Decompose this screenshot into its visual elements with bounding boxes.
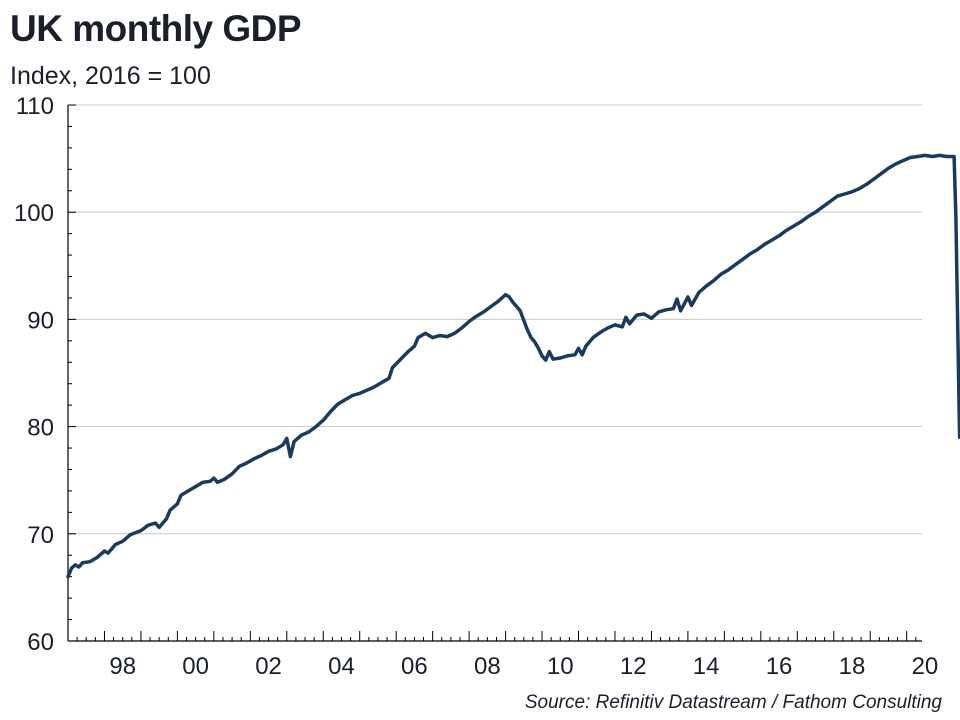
y-tick-label-110: 110	[16, 93, 54, 120]
y-tick-label-60: 60	[27, 629, 54, 656]
x-tick-label-18: 18	[839, 653, 866, 680]
x-tick-label-98: 98	[109, 653, 136, 680]
x-tick-label-04: 04	[328, 653, 355, 680]
x-tick-label-12: 12	[620, 653, 647, 680]
x-tick-label-08: 08	[474, 653, 501, 680]
chart-subtitle: Index, 2016 = 100	[10, 62, 211, 90]
gridlines	[68, 104, 922, 535]
axes	[67, 104, 922, 642]
x-tick-label-02: 02	[255, 653, 282, 680]
x-tick-label-00: 00	[182, 653, 209, 680]
y-tick-labels: 60 70 80 90 100 110	[14, 93, 54, 656]
series-layer	[66, 153, 960, 579]
x-tick-label-10: 10	[547, 653, 574, 680]
y-tick-label-100: 100	[14, 200, 54, 227]
x-tick-labels: 98 00 02 04 06 08 10 12 14 16 18 20	[109, 653, 938, 680]
source-note: Source: Refinitiv Datastream / Fathom Co…	[524, 692, 942, 713]
gdp-series-line	[66, 153, 960, 579]
chart-title: UK monthly GDP	[10, 8, 302, 49]
y-tick-label-80: 80	[27, 415, 54, 442]
x-tick-label-14: 14	[693, 653, 720, 680]
y-tick-label-90: 90	[27, 307, 54, 334]
x-tick-label-06: 06	[401, 653, 428, 680]
x-tick-label-20: 20	[912, 653, 939, 680]
x-tick-label-16: 16	[766, 653, 793, 680]
y-tick-label-70: 70	[27, 522, 54, 549]
